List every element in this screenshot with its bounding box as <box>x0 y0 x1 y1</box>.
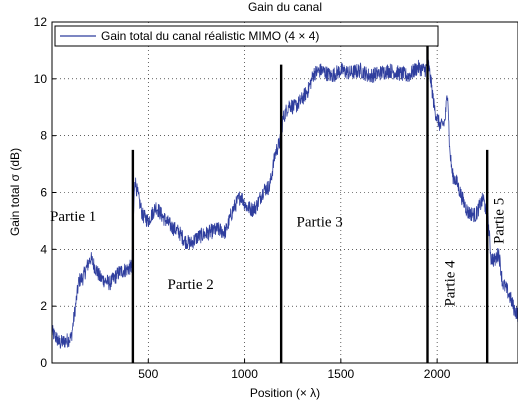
part-annotation: Partie 3 <box>297 215 343 231</box>
x-tick-label: 1000 <box>231 367 258 381</box>
chart-title: Gain du canal <box>248 0 322 14</box>
y-tick-label: 6 <box>40 186 47 200</box>
part-annotation: Partie 4 <box>442 260 458 307</box>
part-markers <box>131 39 489 363</box>
y-tick-label: 0 <box>40 356 47 370</box>
x-axis-label: Position (× λ) <box>250 386 320 400</box>
y-tick-label: 4 <box>40 242 47 256</box>
x-tick-label: 1500 <box>327 367 354 381</box>
y-tick-label: 12 <box>34 15 48 29</box>
series-layer <box>51 59 518 349</box>
x-tick-label: 500 <box>138 367 158 381</box>
y-tick-label: 10 <box>34 72 48 86</box>
part-annotation: Partie 2 <box>168 277 214 293</box>
legend-box <box>54 25 439 47</box>
x-tick-label: 2000 <box>424 367 451 381</box>
grid-lines <box>52 22 518 363</box>
legend-label: Gain total du canal réalistic MIMO (4 × … <box>101 29 319 43</box>
y-axis-label: Gain total σ (dB) <box>8 148 22 236</box>
axis-ticks: 500 1000 1500 2000 0 2 4 6 8 10 12 <box>34 15 451 381</box>
part-annotations: Partie 1 Partie 2 Partie 3 Partie 4 Partie 5 <box>50 198 508 307</box>
part-annotation: Partie 1 <box>50 209 96 225</box>
legend: Gain total du canal réalistic MIMO (4 × … <box>54 25 439 47</box>
y-tick-label: 8 <box>40 129 47 143</box>
part-annotation: Partie 5 <box>492 198 508 244</box>
series-line-gain-total <box>51 59 518 349</box>
y-tick-label: 2 <box>40 299 47 313</box>
